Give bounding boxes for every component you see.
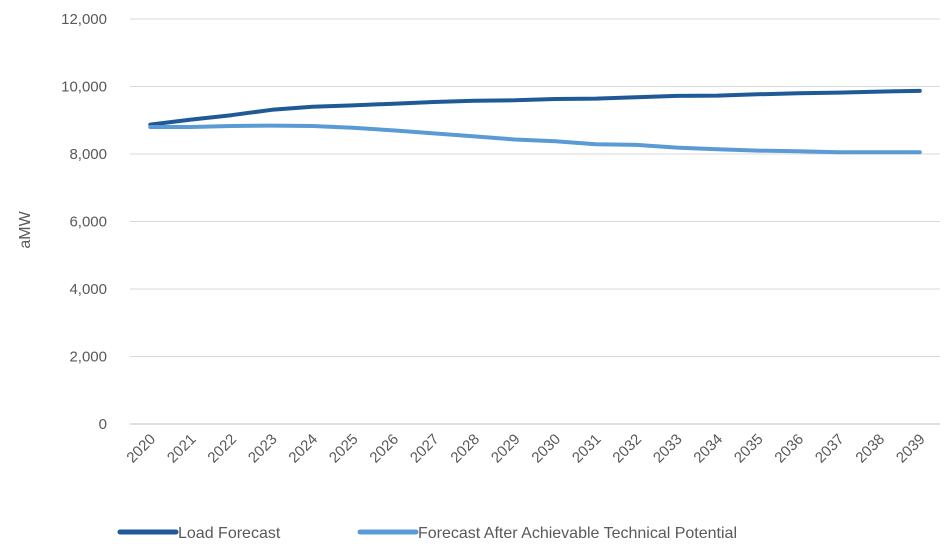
x-tick-label: 2020 xyxy=(123,431,159,467)
x-tick-label: 2035 xyxy=(731,431,767,467)
y-tick-label: 10,000 xyxy=(61,79,107,96)
x-tick-label: 2024 xyxy=(285,431,321,467)
x-tick-label: 2026 xyxy=(366,431,402,467)
legend-label: Forecast After Achievable Technical Pote… xyxy=(418,525,737,542)
legend: Load Forecast Forecast After Achievable T… xyxy=(117,525,737,542)
y-axis-label: aMW xyxy=(17,210,34,248)
x-tick-label: 2023 xyxy=(245,431,281,467)
series-lines xyxy=(148,88,922,155)
x-tick-label: 2031 xyxy=(569,431,605,467)
y-tick-label: 0 xyxy=(99,416,107,433)
series-line-1 xyxy=(148,88,922,127)
x-tick-label: 2032 xyxy=(609,431,645,467)
legend-label: Load Forecast xyxy=(178,525,281,542)
x-tick-label: 2025 xyxy=(326,431,362,467)
y-axis-ticks: 0 2,000 4,000 6,000 8,000 10,000 12,000 xyxy=(61,11,107,433)
y-tick-label: 8,000 xyxy=(69,146,107,163)
y-tick-label: 12,000 xyxy=(61,11,107,28)
y-tick-label: 2,000 xyxy=(69,349,107,366)
x-tick-label: 2039 xyxy=(893,431,929,467)
x-tick-label: 2034 xyxy=(690,431,726,467)
x-tick-label: 2036 xyxy=(771,431,807,467)
x-tick-label: 2030 xyxy=(528,431,564,467)
x-tick-label: 2038 xyxy=(852,431,888,467)
x-axis-ticks: 2020 2021 2022 2023 2024 2025 2026 2027 2028 2029… xyxy=(123,431,928,467)
x-tick-label: 2033 xyxy=(650,431,686,467)
gridlines xyxy=(130,18,940,357)
x-tick-label: 2037 xyxy=(812,431,848,467)
y-tick-label: 4,000 xyxy=(69,281,107,298)
x-tick-label: 2022 xyxy=(204,431,240,467)
series-line-2 xyxy=(148,123,922,155)
y-tick-label: 6,000 xyxy=(69,214,107,231)
x-tick-label: 2027 xyxy=(407,431,443,467)
x-tick-label: 2029 xyxy=(488,431,524,467)
x-tick-label: 2028 xyxy=(447,431,483,467)
x-tick-label: 2021 xyxy=(164,431,200,467)
